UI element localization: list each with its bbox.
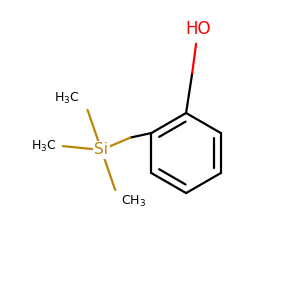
Text: H$_3$C: H$_3$C	[31, 139, 57, 154]
Text: Si: Si	[94, 142, 108, 158]
Text: H$_3$C: H$_3$C	[54, 91, 80, 106]
Text: CH$_3$: CH$_3$	[122, 194, 146, 209]
Text: HO: HO	[185, 20, 210, 38]
